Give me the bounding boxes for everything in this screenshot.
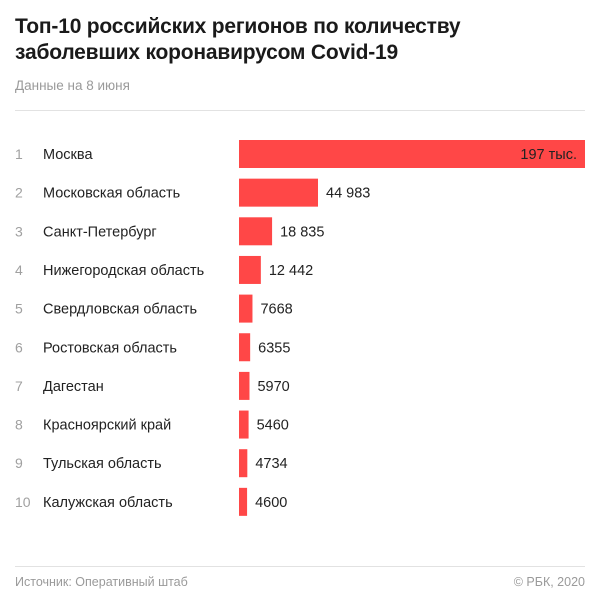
rank-label: 1 <box>15 146 23 162</box>
rank-label: 2 <box>15 185 23 201</box>
rank-label: 7 <box>15 378 23 394</box>
rank-label: 10 <box>15 494 31 510</box>
value-label: 4734 <box>255 456 287 472</box>
rank-label: 5 <box>15 301 23 317</box>
value-label: 18 835 <box>280 224 324 240</box>
bar <box>239 217 273 246</box>
bar <box>239 371 250 400</box>
bottom-divider <box>15 566 585 567</box>
chart-title: Топ-10 российских регионов по количеству… <box>15 15 461 64</box>
category-label: Нижегородская область <box>43 263 204 279</box>
value-label: 4600 <box>255 495 287 511</box>
bar <box>239 487 248 516</box>
category-label: Ростовская область <box>43 340 177 356</box>
bar <box>239 449 248 478</box>
category-label: Свердловская область <box>43 302 197 318</box>
top-divider <box>15 110 585 111</box>
value-label: 5970 <box>257 379 289 395</box>
rank-label: 4 <box>15 262 23 278</box>
bar <box>239 333 251 362</box>
category-label: Москва <box>43 147 93 163</box>
value-label: 6355 <box>258 340 290 356</box>
value-label: 197 тыс. <box>520 147 577 163</box>
category-label: Красноярский край <box>43 418 171 434</box>
source-note: Источник: Оперативный штаб <box>15 575 188 589</box>
bar <box>239 140 585 168</box>
value-label: 12 442 <box>269 263 313 279</box>
category-label: Тульская область <box>43 456 162 472</box>
chart-subtitle: Данные на 8 июня <box>15 78 130 93</box>
category-label: Санкт-Петербург <box>43 224 157 240</box>
rank-label: 3 <box>15 223 23 239</box>
value-label: 5460 <box>257 418 289 434</box>
category-label: Калужская область <box>43 495 173 511</box>
bar <box>239 178 319 207</box>
value-label: 7668 <box>260 302 292 318</box>
bar <box>239 255 261 284</box>
rank-label: 9 <box>15 455 23 471</box>
copyright: © РБК, 2020 <box>513 575 585 589</box>
bar <box>239 410 249 439</box>
value-label: 44 983 <box>326 186 370 202</box>
category-label: Дагестан <box>43 379 104 395</box>
rank-label: 8 <box>15 417 23 433</box>
category-label: Московская область <box>43 186 180 202</box>
rank-label: 6 <box>15 339 23 355</box>
bar <box>239 294 253 323</box>
